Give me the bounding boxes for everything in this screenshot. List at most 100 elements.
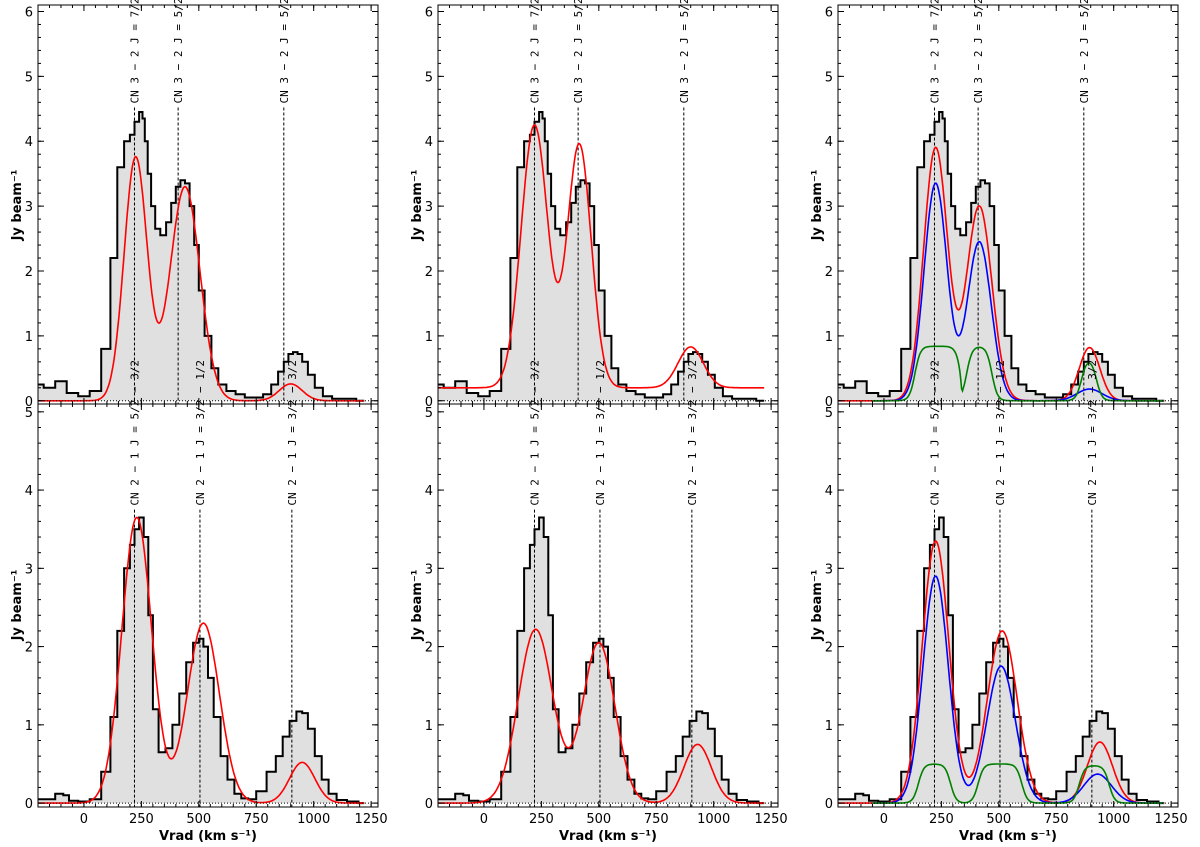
ytick-label-row-2-col-3-4: 4: [825, 484, 833, 499]
ytick-label-row-2-col-1-3: 3: [25, 562, 33, 577]
ytick-label-row-1-col-3-1: 1: [825, 330, 833, 345]
panel-row-2-col-3: CN 2 − 1 J = 5/2 − 3/2 CN 2 − 1 J = 3/2 −…: [825, 360, 1188, 827]
observed-spectrum-row-2-col-1: [38, 516, 365, 805]
observed-fill-row-1-col-3: [838, 112, 1165, 401]
plot-area-row-2-col-2: [438, 509, 778, 807]
ytick-label-row-1-col-2-4: 4: [425, 135, 433, 150]
fit-broad-component-row-1-col-3: [872, 182, 1164, 402]
plot-area-row-2-col-1: [38, 509, 378, 807]
fit-flat-topped-component-row-2-col-3: [872, 763, 1164, 804]
frame-row-2-col-2: [437, 403, 779, 808]
ytick-label-row-1-col-1-5: 5: [25, 70, 33, 85]
transition-label-row-1-col-1-3: CN 3 − 2 J = 5/2 − 5/2: [278, 0, 291, 104]
transition-label-row-2-col-3-1: CN 2 − 1 J = 5/2 − 3/2: [928, 360, 941, 506]
observed-spectrum-row-2-col-3: [838, 516, 1165, 805]
ytick-label-row-1-col-3-5: 5: [825, 70, 833, 85]
ytick-label-row-1-col-1-2: 2: [25, 265, 33, 280]
transition-label-row-1-col-3-2: CN 3 − 2 J = 5/2 − 3/2: [972, 0, 985, 104]
frame-row-2-col-3: [837, 403, 1179, 808]
plot-area-row-1-col-1: [38, 107, 378, 404]
ytick-label-row-2-col-1-4: 4: [25, 484, 33, 499]
xtick-label-row-2-col-3-750: 750: [1044, 812, 1069, 827]
ytick-label-row-2-col-2-2: 2: [425, 641, 433, 656]
transition-label-row-1-col-2-1: CN 3 − 2 J = 7/2 − 5/2: [528, 0, 541, 104]
observed-fill-row-2-col-2: [438, 517, 765, 804]
transition-label-row-1-col-2-2: CN 3 − 2 J = 5/2 − 3/2: [572, 0, 585, 104]
transition-label-row-1-col-3-3: CN 3 − 2 J = 5/2 − 5/2: [1078, 0, 1091, 104]
ytick-label-row-1-col-1-3: 3: [25, 200, 33, 215]
ytick-label-row-1-col-2-5: 5: [425, 70, 433, 85]
transition-label-row-2-col-2-3: CN 2 − 1 J = 3/2 − 3/2: [686, 360, 699, 506]
xtick-label-row-2-col-2-0: 0: [480, 812, 488, 827]
plot-area-row-1-col-3: [838, 107, 1178, 404]
ytick-label-row-2-col-2-5: 5: [425, 406, 433, 421]
observed-fill-row-1-col-1: [38, 112, 365, 401]
panel-row-1-col-3: CN 3 − 2 J = 7/2 − 5/2 CN 3 − 2 J = 5/2 −…: [825, 0, 1179, 410]
ytick-label-row-2-col-1-0: 0: [25, 797, 33, 812]
transition-label-row-1-col-3-1: CN 3 − 2 J = 7/2 − 5/2: [928, 0, 941, 104]
ytick-label-row-1-col-1-6: 6: [25, 5, 33, 20]
xtick-label-row-2-col-2-500: 500: [586, 812, 611, 827]
fit-total-fit-row-1-col-2: [438, 123, 765, 389]
ytick-label-row-1-col-3-0: 0: [825, 395, 833, 410]
xtick-label-row-2-col-2-1250: 1250: [755, 812, 788, 827]
observed-spectrum-row-2-col-2: [438, 516, 765, 805]
plot-area-row-1-col-2: [438, 107, 778, 404]
transition-label-row-2-col-3-2: CN 2 − 1 J = 3/2 − 1/2: [994, 360, 1007, 506]
chart-marks: CN 3 − 2 J = 7/2 − 5/2 CN 3 − 2 J = 5/2 −…: [25, 0, 1188, 827]
xtick-label-row-2-col-1-1000: 1000: [297, 812, 330, 827]
ylabel-row-1-col-1: Jy beam⁻¹: [10, 170, 25, 242]
panel-row-1-col-1: CN 3 − 2 J = 7/2 − 5/2 CN 3 − 2 J = 5/2 −…: [25, 0, 379, 410]
fit-total-fit-row-2-col-1: [38, 516, 365, 804]
observed-spectrum-row-1-col-3: [838, 111, 1165, 402]
ytick-label-row-2-col-2-4: 4: [425, 484, 433, 499]
ytick-label-row-2-col-3-5: 5: [825, 406, 833, 421]
transition-label-row-1-col-2-3: CN 3 − 2 J = 5/2 − 5/2: [678, 0, 691, 104]
fit-broad-component-row-2-col-3: [872, 575, 1164, 804]
xtick-label-row-2-col-1-250: 250: [129, 812, 154, 827]
xtick-label-row-2-col-3-250: 250: [929, 812, 954, 827]
ytick-label-row-1-col-2-0: 0: [425, 395, 433, 410]
ylabel-row-2-col-3: Jy beam⁻¹: [810, 570, 825, 642]
xtick-label-row-2-col-1-500: 500: [186, 812, 211, 827]
ylabel-row-2-col-1: Jy beam⁻¹: [10, 570, 25, 642]
ylabel-row-1-col-2: Jy beam⁻¹: [410, 170, 425, 242]
observed-spectrum-row-1-col-2: [438, 111, 765, 402]
xlabel-col-2: Vrad (km s⁻¹): [559, 829, 657, 844]
transition-label-row-2-col-3-3: CN 2 − 1 J = 3/2 − 3/2: [1086, 360, 1099, 506]
xtick-label-row-2-col-3-500: 500: [986, 812, 1011, 827]
xlabel-col-1: Vrad (km s⁻¹): [159, 829, 257, 844]
xtick-label-row-2-col-1-1250: 1250: [355, 812, 388, 827]
transition-label-row-2-col-1-2: CN 2 − 1 J = 3/2 − 1/2: [194, 360, 207, 506]
panel-row-1-col-2: CN 3 − 2 J = 7/2 − 5/2 CN 3 − 2 J = 5/2 −…: [425, 0, 779, 410]
transition-label-row-1-col-1-2: CN 3 − 2 J = 5/2 − 3/2: [172, 0, 185, 104]
ytick-label-row-2-col-2-0: 0: [425, 797, 433, 812]
ytick-label-row-1-col-3-3: 3: [825, 200, 833, 215]
transition-label-row-1-col-1-1: CN 3 − 2 J = 7/2 − 5/2: [128, 0, 141, 104]
ytick-label-row-2-col-1-1: 1: [25, 719, 33, 734]
plot-area-row-2-col-3: [838, 509, 1178, 807]
xtick-label-row-2-col-2-750: 750: [644, 812, 669, 827]
observed-spectrum-row-1-col-1: [38, 111, 365, 402]
ytick-label-row-2-col-3-0: 0: [825, 797, 833, 812]
ytick-label-row-2-col-3-2: 2: [825, 641, 833, 656]
xtick-label-row-2-col-3-1000: 1000: [1097, 812, 1130, 827]
ytick-label-row-1-col-2-3: 3: [425, 200, 433, 215]
xtick-label-row-2-col-3-0: 0: [880, 812, 888, 827]
ylabel-row-2-col-2: Jy beam⁻¹: [410, 570, 425, 642]
xtick-label-row-2-col-2-1000: 1000: [697, 812, 730, 827]
ytick-label-row-1-col-3-4: 4: [825, 135, 833, 150]
ytick-label-row-2-col-2-3: 3: [425, 562, 433, 577]
ytick-label-row-1-col-1-4: 4: [25, 135, 33, 150]
xtick-label-row-2-col-2-250: 250: [529, 812, 554, 827]
ylabel-row-1-col-3: Jy beam⁻¹: [810, 170, 825, 242]
fit-total-fit-row-2-col-2: [438, 628, 765, 804]
transition-label-row-2-col-1-1: CN 2 − 1 J = 5/2 − 3/2: [128, 360, 141, 506]
observed-fill-row-2-col-1: [38, 517, 365, 804]
ytick-label-row-2-col-1-2: 2: [25, 641, 33, 656]
ytick-label-row-2-col-3-1: 1: [825, 719, 833, 734]
xlabel-col-3: Vrad (km s⁻¹): [959, 829, 1057, 844]
ytick-label-row-2-col-3-3: 3: [825, 562, 833, 577]
observed-fill-row-1-col-2: [438, 112, 765, 401]
